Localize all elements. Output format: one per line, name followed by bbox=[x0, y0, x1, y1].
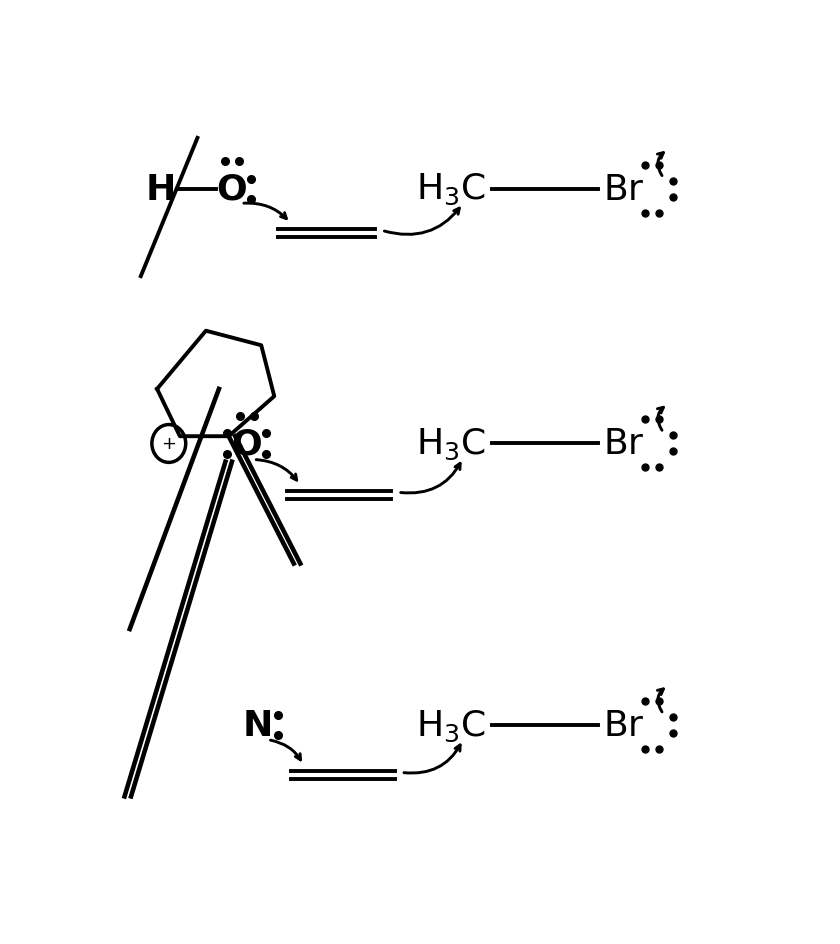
Text: +: + bbox=[161, 435, 176, 453]
Text: $\mathregular{H_3C}$: $\mathregular{H_3C}$ bbox=[416, 172, 486, 208]
Text: $\mathregular{Br}$: $\mathregular{Br}$ bbox=[603, 427, 644, 461]
Text: $\mathregular{H_3C}$: $\mathregular{H_3C}$ bbox=[416, 708, 486, 743]
Text: H: H bbox=[145, 173, 176, 207]
Text: $\mathregular{Br}$: $\mathregular{Br}$ bbox=[603, 173, 644, 207]
Text: O: O bbox=[232, 427, 262, 461]
Text: O: O bbox=[217, 173, 247, 207]
Text: $\mathregular{H_3C}$: $\mathregular{H_3C}$ bbox=[416, 427, 486, 462]
Text: N: N bbox=[243, 708, 273, 742]
Text: $\mathregular{Br}$: $\mathregular{Br}$ bbox=[603, 708, 644, 742]
